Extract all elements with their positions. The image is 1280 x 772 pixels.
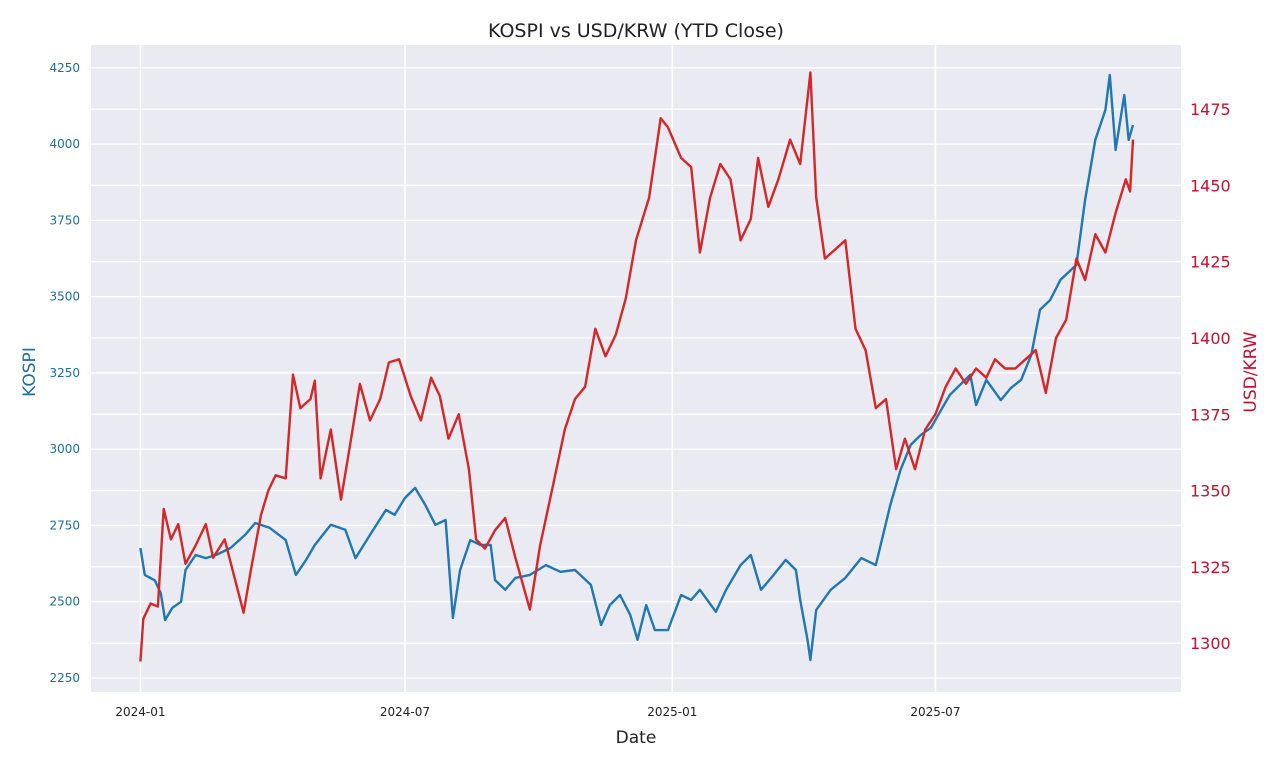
right-y-tick-label: 1400 [1190,329,1231,348]
left-y-tick-label: 3750 [49,213,80,227]
tick-labels: 2024-01 2024-07 2025-01 2025-07 2250 2500 2750… [49,61,1230,719]
x-tick-label: 2024-07 [380,705,430,719]
left-y-tick-label: 2500 [49,595,80,609]
x-tick-label: 2025-07 [910,705,960,719]
x-axis-label: Date [616,728,657,748]
right-y-tick-label: 1375 [1190,405,1231,424]
series-line-usd-krw [139,71,1135,662]
x-tick-label: 2024-01 [115,705,165,719]
right-y-tick-label: 1350 [1190,482,1231,501]
right-y-tick-label: 1325 [1190,558,1231,577]
right-y-tick-label: 1450 [1190,176,1231,195]
left-y-tick-label: 3250 [49,366,80,380]
plot-background [91,45,1181,692]
left-y-tick-label: 2250 [49,671,80,685]
series-lines [139,71,1135,662]
right-axis-label: USD/KRW [1241,331,1261,412]
right-y-tick-label: 1475 [1190,100,1231,119]
x-tick-label: 2025-01 [647,705,697,719]
left-y-tick-label: 3000 [49,442,80,456]
right-y-tick-label: 1300 [1190,634,1231,653]
left-y-tick-label: 4250 [49,61,80,75]
left-y-tick-label: 4000 [49,137,80,151]
left-y-tick-label: 2750 [49,518,80,532]
gridlines [91,45,1181,692]
chart-title: KOSPI vs USD/KRW (YTD Close) [488,20,784,42]
right-y-tick-label: 1425 [1190,253,1231,272]
left-y-tick-label: 3500 [49,290,80,304]
series-line-kospi [139,73,1135,662]
left-axis-label: KOSPI [20,347,40,397]
